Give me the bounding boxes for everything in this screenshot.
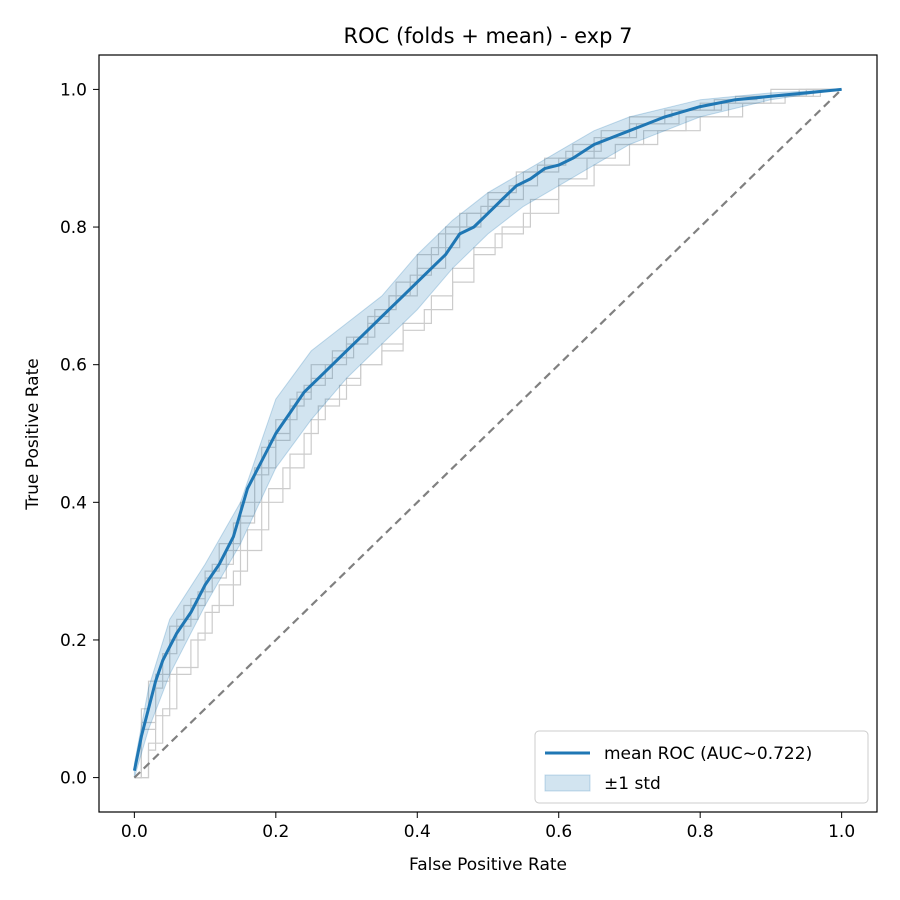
y-tick-label: 0.4 bbox=[60, 493, 87, 513]
y-tick-label: 0.6 bbox=[60, 356, 87, 376]
chance-line bbox=[133, 88, 843, 779]
x-tick-label: 0.8 bbox=[687, 822, 714, 842]
y-axis-label: True Positive Rate bbox=[23, 358, 43, 510]
axis-ticks: 0.0 0.2 0.4 0.6 0.8 1.0 0.0 0.2 0.4 0.6 0.8 1.0 bbox=[60, 80, 855, 842]
legend-std-label: ±1 std bbox=[604, 774, 661, 794]
x-tick-label: 0.0 bbox=[121, 822, 148, 842]
legend-std-swatch bbox=[544, 774, 591, 792]
legend-box bbox=[534, 730, 869, 804]
x-tick-label: 0.2 bbox=[262, 822, 289, 842]
x-tick-label: 0.4 bbox=[404, 822, 431, 842]
x-axis-label: False Positive Rate bbox=[409, 855, 567, 875]
chart-title: ROC (folds + mean) - exp 7 bbox=[344, 24, 633, 48]
y-tick-label: 1.0 bbox=[60, 80, 87, 100]
fold-roc-line-2 bbox=[134, 88, 842, 779]
legend: mean ROC (AUC~0.722) ±1 std bbox=[534, 730, 869, 804]
legend-mean-label: mean ROC (AUC~0.722) bbox=[604, 744, 812, 764]
fold-roc-line-5 bbox=[134, 88, 842, 779]
mean-roc-line bbox=[132, 87, 842, 771]
x-tick-label: 1.0 bbox=[828, 822, 855, 842]
y-tick-label: 0.2 bbox=[60, 631, 87, 651]
plot-frame bbox=[98, 54, 878, 813]
plot-area bbox=[132, 87, 843, 779]
y-tick-label: 0.0 bbox=[60, 769, 87, 789]
x-tick-label: 0.6 bbox=[545, 822, 572, 842]
fold-roc-line-4 bbox=[134, 88, 842, 779]
y-tick-label: 0.8 bbox=[60, 218, 87, 238]
